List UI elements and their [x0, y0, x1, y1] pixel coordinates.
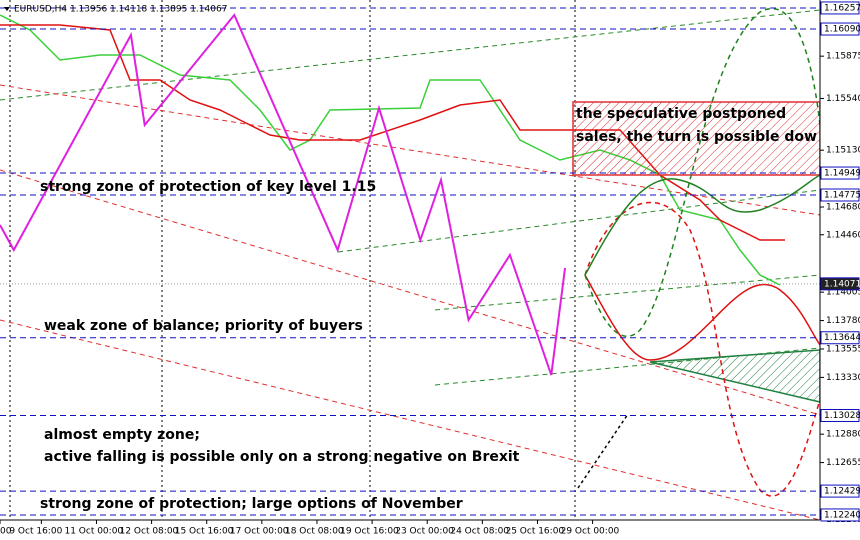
level-box: [820, 166, 860, 180]
level-label: 1.12429: [824, 487, 860, 497]
level-label: 1.13644: [824, 333, 860, 343]
annotation: strong zone of protection; large options…: [40, 496, 463, 512]
chart-title: EURUSD,H4 1.13956 1.14118 1.13895 1.1406…: [14, 5, 227, 15]
level-box: [820, 508, 860, 522]
x-tick-label: 18 Oct 08:00: [285, 527, 344, 537]
level-label: 1.12240: [824, 510, 860, 520]
y-tick-label: 1.12655: [826, 458, 860, 468]
x-tick-label: 24 Oct 08:00: [450, 527, 509, 537]
level-label: 1.16090: [824, 25, 860, 35]
y-tick-label: 1.13555: [826, 344, 860, 354]
level-box: [820, 277, 860, 291]
level-label: 1.14071: [824, 279, 860, 289]
y-tick-label: 1.13330: [826, 373, 860, 383]
y-tick-label: 1.14460: [826, 230, 860, 240]
x-tick-label: 11 Oct 00:00: [64, 527, 123, 537]
x-tick-label: 25 Oct 16:00: [505, 527, 564, 537]
y-tick-label: 1.15130: [826, 146, 860, 156]
y-tick-label: 1.14005: [826, 288, 860, 298]
annotation: weak zone of balance; priority of buyers: [44, 318, 363, 334]
annotation: almost empty zone;: [44, 427, 200, 443]
x-tick-label: 9 Oct 16:00: [9, 527, 62, 537]
ichimoku: [0, 14, 821, 403]
x-tick-label: 17 Oct 00:00: [230, 527, 289, 537]
title-icon: [4, 7, 10, 11]
annotation: active falling is possible only on a str…: [44, 449, 520, 465]
level-label: 1.16257: [824, 3, 860, 13]
level-box: [820, 331, 860, 345]
x-tick-label: 15 Oct 16:00: [175, 527, 234, 537]
level-label: 1.14775: [824, 191, 860, 201]
x-tick-label: 19 Oct 16:00: [340, 527, 399, 537]
level-box: [820, 188, 860, 202]
level-box: [820, 1, 860, 15]
level-box: [820, 484, 860, 498]
price-axis-bg: [820, 0, 860, 540]
x-tick-label: 29 Oct 00:00: [561, 527, 620, 537]
y-tick-label: 1.15540: [826, 94, 860, 104]
x-tick-label: 12 Oct 08:00: [120, 527, 179, 537]
level-label: 1.13028: [824, 411, 860, 421]
level-box: [820, 22, 860, 36]
y-tick-label: 1.15875: [826, 52, 860, 62]
annotation: strong zone of protection of key level 1…: [40, 179, 376, 195]
channels: [0, 9, 821, 521]
y-tick-label: 1.13780: [826, 316, 860, 326]
x-tick-label: 23 Oct 00:00: [395, 527, 454, 537]
level-label: 1.14949: [824, 169, 860, 179]
annotation: sales, the turn is possible dow: [576, 129, 817, 145]
level-box: [820, 408, 860, 422]
zigzag-line: [0, 13, 567, 376]
annotation: the speculative postponed: [576, 106, 786, 122]
y-tick-label: 1.12880: [826, 430, 860, 440]
y-tick-label: 1.14680: [826, 202, 860, 212]
x-tick-label: 00: [0, 527, 12, 537]
